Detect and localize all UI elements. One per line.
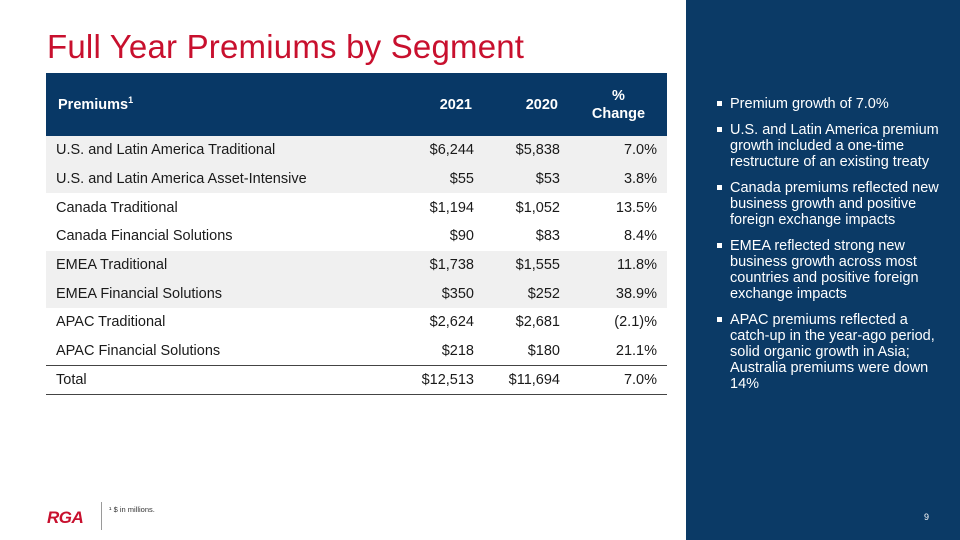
value-2021: $350 bbox=[401, 279, 484, 309]
value-2020: $53 bbox=[484, 164, 570, 194]
square-bullet-icon bbox=[717, 127, 722, 132]
commentary-bullets: Premium growth of 7.0% U.S. and Latin Am… bbox=[714, 96, 944, 402]
segment-label: Canada Traditional bbox=[56, 199, 178, 216]
total-2020: $11,694 bbox=[484, 365, 570, 395]
table-total-row: Total $12,513 $11,694 7.0% bbox=[46, 365, 667, 395]
page-number: 9 bbox=[924, 512, 930, 522]
value-2021: $2,624 bbox=[429, 314, 474, 331]
segment-label: EMEA Financial Solutions bbox=[46, 279, 401, 309]
table-header-row: Premiums1 2021 2020 % Change bbox=[46, 73, 667, 136]
table-row: U.S. and Latin America Asset-Intensive $… bbox=[46, 164, 667, 194]
bullet-item: Premium growth of 7.0% bbox=[714, 96, 944, 112]
footnote-marker: 1 bbox=[128, 94, 134, 105]
value-2021: $1,194 bbox=[429, 199, 474, 216]
table-row: EMEA Traditional $1,738 $1,555 11.8% bbox=[46, 250, 667, 280]
header-pct-change: % Change bbox=[570, 73, 667, 136]
segment-label: APAC Financial Solutions bbox=[56, 342, 221, 359]
value-2020: $83 bbox=[535, 228, 560, 245]
square-bullet-icon bbox=[717, 101, 722, 106]
value-2020: $180 bbox=[527, 342, 560, 359]
table-row: EMEA Financial Solutions $350 $252 38.9% bbox=[46, 279, 667, 309]
value-2020: $2,681 bbox=[515, 314, 560, 331]
rga-logo: RGA bbox=[47, 508, 84, 527]
table-row: Canada Financial Solutions $90 $83 8.4% bbox=[46, 222, 667, 251]
value-2021: $55 bbox=[401, 164, 484, 194]
segment-label: U.S. and Latin America Asset-Intensive bbox=[46, 164, 401, 194]
segment-label: EMEA Traditional bbox=[46, 250, 401, 280]
pct-change: 13.5% bbox=[615, 199, 657, 216]
table-row: Canada Traditional $1,194 $1,052 13.5% bbox=[46, 193, 667, 222]
header-2021: 2021 bbox=[401, 73, 484, 136]
pct-change: 8.4% bbox=[623, 228, 657, 245]
value-2021: $218 bbox=[441, 342, 474, 359]
pct-change: 11.8% bbox=[570, 250, 667, 280]
pct-change: 3.8% bbox=[570, 164, 667, 194]
pct-change: 7.0% bbox=[570, 136, 667, 165]
logo-divider bbox=[101, 502, 102, 530]
value-2020: $1,555 bbox=[484, 250, 570, 280]
pct-change: (2.1)% bbox=[614, 314, 657, 331]
total-2021: $12,513 bbox=[401, 365, 484, 395]
value-2021: $6,244 bbox=[401, 136, 484, 165]
side-panel bbox=[686, 0, 960, 540]
bullet-item: U.S. and Latin America premium growth in… bbox=[714, 122, 944, 170]
header-2020: 2020 bbox=[484, 73, 570, 136]
square-bullet-icon bbox=[717, 317, 722, 322]
header-premiums: Premiums1 bbox=[46, 73, 401, 136]
table-row: APAC Traditional $2,624 $2,681 (2.1)% bbox=[46, 308, 667, 337]
value-2020: $1,052 bbox=[515, 199, 560, 216]
segment-label: APAC Traditional bbox=[56, 314, 166, 331]
premiums-table: Premiums1 2021 2020 % Change U.S. and Lat… bbox=[46, 73, 667, 395]
slide-title: Full Year Premiums by Segment bbox=[47, 28, 525, 65]
pct-change: 38.9% bbox=[570, 279, 667, 309]
total-pct-change: 7.0% bbox=[570, 365, 667, 395]
value-2020: $5,838 bbox=[484, 136, 570, 165]
square-bullet-icon bbox=[717, 243, 722, 248]
table-row: U.S. and Latin America Traditional $6,24… bbox=[46, 136, 667, 165]
footnote: ¹ $ in millions. bbox=[109, 505, 155, 514]
segment-label: U.S. and Latin America Traditional bbox=[46, 136, 401, 165]
segment-label: Canada Financial Solutions bbox=[56, 228, 233, 245]
value-2020: $252 bbox=[484, 279, 570, 309]
bullet-item: APAC premiums reflected a catch-up in th… bbox=[714, 312, 944, 392]
bullet-item: EMEA reflected strong new business growt… bbox=[714, 238, 944, 302]
total-label: Total bbox=[46, 365, 401, 395]
value-2021: $1,738 bbox=[401, 250, 484, 280]
value-2021: $90 bbox=[449, 228, 474, 245]
square-bullet-icon bbox=[717, 185, 722, 190]
bullet-item: Canada premiums reflected new business g… bbox=[714, 180, 944, 228]
table-row: APAC Financial Solutions $218 $180 21.1% bbox=[46, 337, 667, 366]
pct-change: 21.1% bbox=[615, 342, 657, 359]
